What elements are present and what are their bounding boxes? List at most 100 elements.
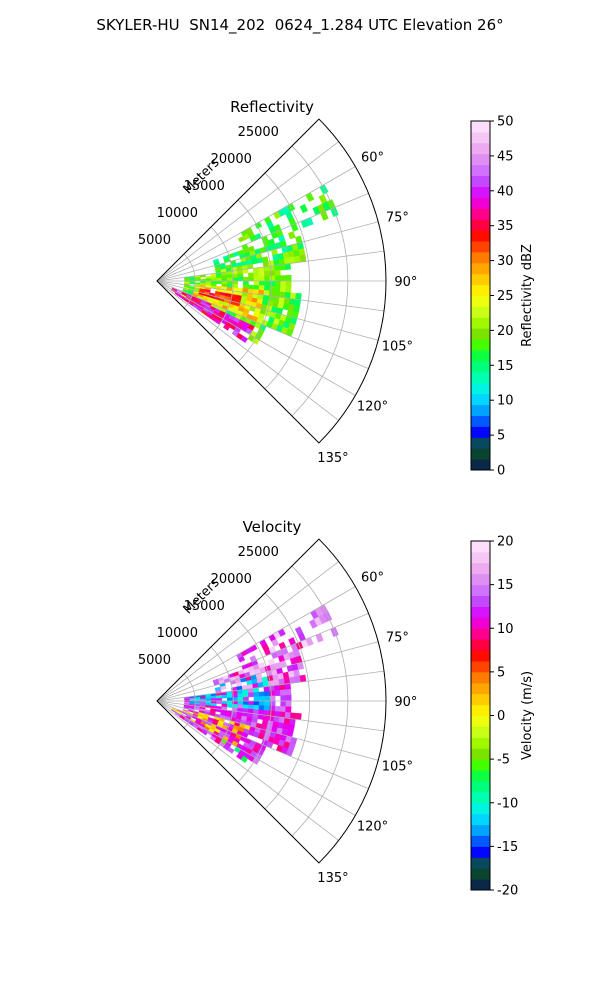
colorbar-segment [471,573,490,586]
panel-title: Reflectivity [230,98,314,116]
colorbar-segment [471,142,490,155]
azimuth-spoke [156,221,379,282]
colorbar-segment [471,240,490,253]
echo-cell [242,696,249,702]
panel-title: Velocity [243,518,302,536]
echo-cell [221,700,228,705]
echo-cell [280,280,287,287]
colorbar-segment [471,306,490,318]
range-tick-label: 20000 [211,572,252,587]
echo-cell [294,298,302,307]
echo-cell [299,254,307,263]
echo-cell [237,700,244,706]
azimuth-spoke [156,280,369,370]
azimuth-spoke [156,641,379,702]
echo-cell [242,700,249,706]
echo-cell [269,700,276,707]
colorbar-segment [471,824,490,836]
colorbar-segment [471,770,490,782]
echo-cell [227,747,235,754]
echo-cell [269,280,276,287]
azimuth-spoke [156,192,369,282]
colorbar-segment [471,273,490,286]
colorbar-segment [471,371,490,384]
echo-cell [274,705,281,713]
echo-cell [216,695,223,699]
echo-cell [248,692,255,698]
echo-cell [253,284,260,291]
echo-cell [263,690,271,697]
colorbar-segment [471,562,490,575]
azimuth-tick-label: 90° [394,275,417,290]
sector-frame [156,538,387,864]
colorbar-segment [471,164,490,177]
echo-cell [274,689,281,697]
colorbar-segment [471,208,490,220]
echo-cell [288,231,296,240]
echo-cell [216,275,223,279]
colorbar-segment [471,393,490,406]
colorbar-segment [471,715,490,727]
colorbar-segment [471,606,490,618]
colorbar-segment [471,704,490,716]
colorbar-tick-label: 0 [497,464,505,479]
echo-cell [253,280,260,286]
azimuth-tick-label: 75° [386,211,409,226]
echo-cell [216,700,223,705]
echo-cell [242,280,249,286]
echo-cell [295,712,302,721]
echo-cell [201,729,208,736]
azimuth-tick-label: 135° [317,871,348,886]
colorbar-segment [471,360,490,373]
colorbar-tick-label: 0 [497,709,505,724]
echo-cell [269,695,276,702]
colorbar-tick-label: 25 [497,289,514,304]
azimuth-tick-label: 105° [382,759,413,774]
echo-cell [242,276,249,282]
echo-cell [279,286,287,293]
echo-cell [216,280,223,285]
echo-cell [279,689,287,696]
colorbar-segment [471,153,490,166]
colorbar-segment [471,584,490,597]
colorbar-segment [471,541,490,553]
colorbar-label: Reflectivity dBZ [520,244,535,347]
echo-cell [253,696,260,702]
azimuth-tick-label: 90° [394,695,417,710]
colorbar-tick-label: 5 [497,665,505,680]
echo-cell [240,335,249,343]
echo-cell [251,258,258,265]
echo-cell [280,700,287,707]
azimuth-tick-label: 75° [386,631,409,646]
colorbar-velocity: -20 -15 -10 -5 0 5 10 15 20 Velocity (m/s) [470,535,535,899]
colorbar-segment [471,813,490,826]
echo-cell [216,697,223,702]
colorbar-segment [471,802,490,815]
colorbar-tick-label: 20 [497,535,514,550]
colorbar-segment [471,382,490,395]
echo-cell [248,700,255,706]
range-tick-label: 5000 [138,233,171,248]
echo-cell [253,704,260,711]
echo-cell [258,276,265,282]
echo-cell [248,704,255,710]
echo-cell [226,280,233,285]
echo-cell [242,284,249,290]
sector-frame [156,118,387,444]
echo-cell [242,704,249,710]
azimuth-spoke [156,280,379,341]
colorbar-tick-label: 10 [497,394,514,409]
echo-cell [240,755,249,763]
echo-cell [285,694,292,702]
echo-cell [214,318,221,325]
echo-cell [238,655,246,663]
echo-cell [223,324,230,331]
echo-cell [237,273,244,278]
colorbar-tick-label: 10 [497,622,514,637]
azimuth-tick-label: 120° [357,399,388,414]
echo-cell [221,694,228,699]
colorbar-segment [471,121,490,133]
colorbar-segment [471,328,490,340]
echo-cell [210,275,217,279]
